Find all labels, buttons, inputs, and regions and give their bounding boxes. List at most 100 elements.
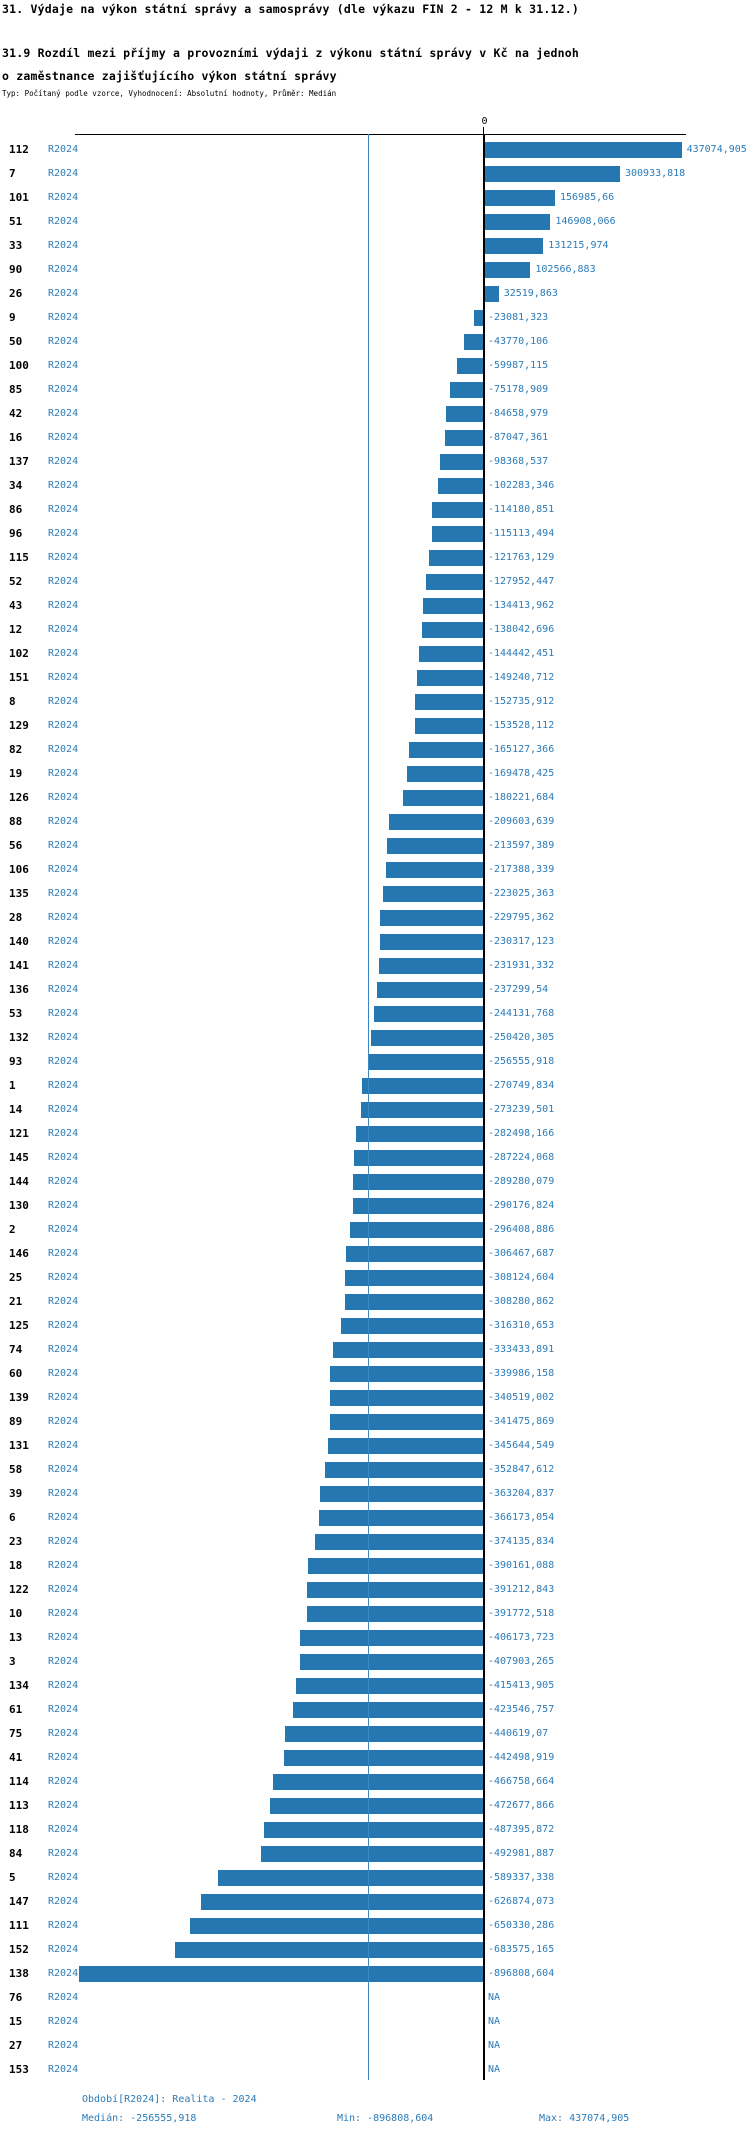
row-value-label: -250420,305	[488, 1032, 555, 1043]
bar-row: 96 R2024 -115113,494	[0, 522, 750, 546]
row-value-label: 146908,066	[555, 216, 616, 227]
row-series-label: R2024	[48, 264, 79, 275]
row-value-label: -115113,494	[488, 528, 555, 539]
bar	[380, 910, 484, 926]
bar-row: 115 R2024 -121763,129	[0, 546, 750, 570]
row-value-label: -102283,346	[488, 480, 555, 491]
bar	[273, 1774, 484, 1790]
bar	[439, 454, 484, 470]
row-value-label: NA	[488, 2016, 501, 2027]
row-value-label: NA	[488, 2064, 501, 2075]
bar-row: 121 R2024 -282498,166	[0, 1122, 750, 1146]
row-value-label: -406173,723	[488, 1632, 555, 1643]
row-id-label: 41	[9, 1751, 23, 1764]
row-id-label: 14	[9, 1103, 23, 1116]
row-id-label: 8	[9, 695, 16, 708]
bar	[421, 622, 484, 638]
bar	[292, 1702, 484, 1718]
bar-row: 3 R2024 -407903,265	[0, 1650, 750, 1674]
chart-subtitle-line1: 31.9 Rozdíl mezi příjmy a provozními výd…	[2, 46, 580, 60]
bar-row: 100 R2024 -59987,115	[0, 354, 750, 378]
bar-row: 147 R2024 -626874,073	[0, 1890, 750, 1914]
row-value-label: -217388,339	[488, 864, 555, 875]
row-value-label: -209603,639	[488, 816, 555, 827]
bar	[407, 766, 484, 782]
row-value-label: -273239,501	[488, 1104, 555, 1115]
bar	[324, 1462, 484, 1478]
bar-row: 132 R2024 -250420,305	[0, 1026, 750, 1050]
row-series-label: R2024	[48, 840, 79, 851]
bar	[383, 886, 484, 902]
bar-row: 85 R2024 -75178,909	[0, 378, 750, 402]
bar-row: 39 R2024 -363204,837	[0, 1482, 750, 1506]
row-series-label: R2024	[48, 1488, 79, 1499]
row-id-label: 135	[9, 887, 29, 900]
row-value-label: -43770,106	[488, 336, 549, 347]
row-series-label: R2024	[48, 1800, 79, 1811]
row-id-label: 5	[9, 1871, 16, 1884]
row-id-label: 7	[9, 167, 16, 180]
bar-row: 15 R2024 NA	[0, 2010, 750, 2034]
row-series-label: R2024	[48, 504, 79, 515]
bar-row: 102 R2024 -144442,451	[0, 642, 750, 666]
chart-top-border	[75, 134, 686, 135]
row-id-label: 58	[9, 1463, 23, 1476]
bar-row: 145 R2024 -287224,068	[0, 1146, 750, 1170]
bar	[473, 310, 484, 326]
bar	[200, 1894, 484, 1910]
row-series-label: R2024	[48, 720, 79, 731]
bar-row: 136 R2024 -237299,54	[0, 978, 750, 1002]
bar	[484, 166, 620, 182]
row-value-label: -256555,918	[488, 1056, 555, 1067]
row-series-label: R2024	[48, 1104, 79, 1115]
bar-row: 125 R2024 -316310,653	[0, 1314, 750, 1338]
row-series-label: R2024	[48, 960, 79, 971]
row-series-label: R2024	[48, 744, 79, 755]
row-id-label: 3	[9, 1655, 16, 1668]
row-id-label: 75	[9, 1727, 23, 1740]
bar	[444, 430, 484, 446]
bar	[296, 1678, 484, 1694]
row-value-label: -114180,851	[488, 504, 555, 515]
bar-row: 6 R2024 -366173,054	[0, 1506, 750, 1530]
bar	[379, 958, 484, 974]
bar	[300, 1630, 484, 1646]
bar-row: 34 R2024 -102283,346	[0, 474, 750, 498]
bar-row: 33 R2024 131215,974	[0, 234, 750, 258]
row-id-label: 101	[9, 191, 29, 204]
bar-row: 12 R2024 -138042,696	[0, 618, 750, 642]
row-series-label: R2024	[48, 552, 79, 563]
bar-row: 16 R2024 -87047,361	[0, 426, 750, 450]
row-series-label: R2024	[48, 1752, 79, 1763]
row-id-label: 102	[9, 647, 29, 660]
row-series-label: R2024	[48, 1224, 79, 1235]
row-series-label: R2024	[48, 936, 79, 947]
row-series-label: R2024	[48, 1248, 79, 1259]
bar-row: 86 R2024 -114180,851	[0, 498, 750, 522]
bar-row: 25 R2024 -308124,604	[0, 1266, 750, 1290]
row-id-label: 146	[9, 1247, 29, 1260]
bar	[385, 862, 484, 878]
bar-row: 89 R2024 -341475,869	[0, 1410, 750, 1434]
row-id-label: 61	[9, 1703, 23, 1716]
row-id-label: 1	[9, 1079, 16, 1092]
row-series-label: R2024	[48, 192, 79, 203]
bar-row: 90 R2024 102566,883	[0, 258, 750, 282]
row-series-label: R2024	[48, 2016, 79, 2027]
row-value-label: -282498,166	[488, 1128, 555, 1139]
bar	[484, 286, 499, 302]
row-id-label: 25	[9, 1271, 23, 1284]
row-id-label: 23	[9, 1535, 23, 1548]
row-series-label: R2024	[48, 1872, 79, 1883]
row-id-label: 121	[9, 1127, 29, 1140]
row-value-label: 437074,905	[686, 144, 747, 155]
bar	[389, 814, 484, 830]
row-id-label: 100	[9, 359, 29, 372]
bar-row: 42 R2024 -84658,979	[0, 402, 750, 426]
bar-row: 112 R2024 437074,905	[0, 138, 750, 162]
row-value-label: -244131,768	[488, 1008, 555, 1019]
row-id-label: 144	[9, 1175, 29, 1188]
bar-row: 137 R2024 -98368,537	[0, 450, 750, 474]
row-id-label: 76	[9, 1991, 23, 2004]
bar	[217, 1870, 484, 1886]
